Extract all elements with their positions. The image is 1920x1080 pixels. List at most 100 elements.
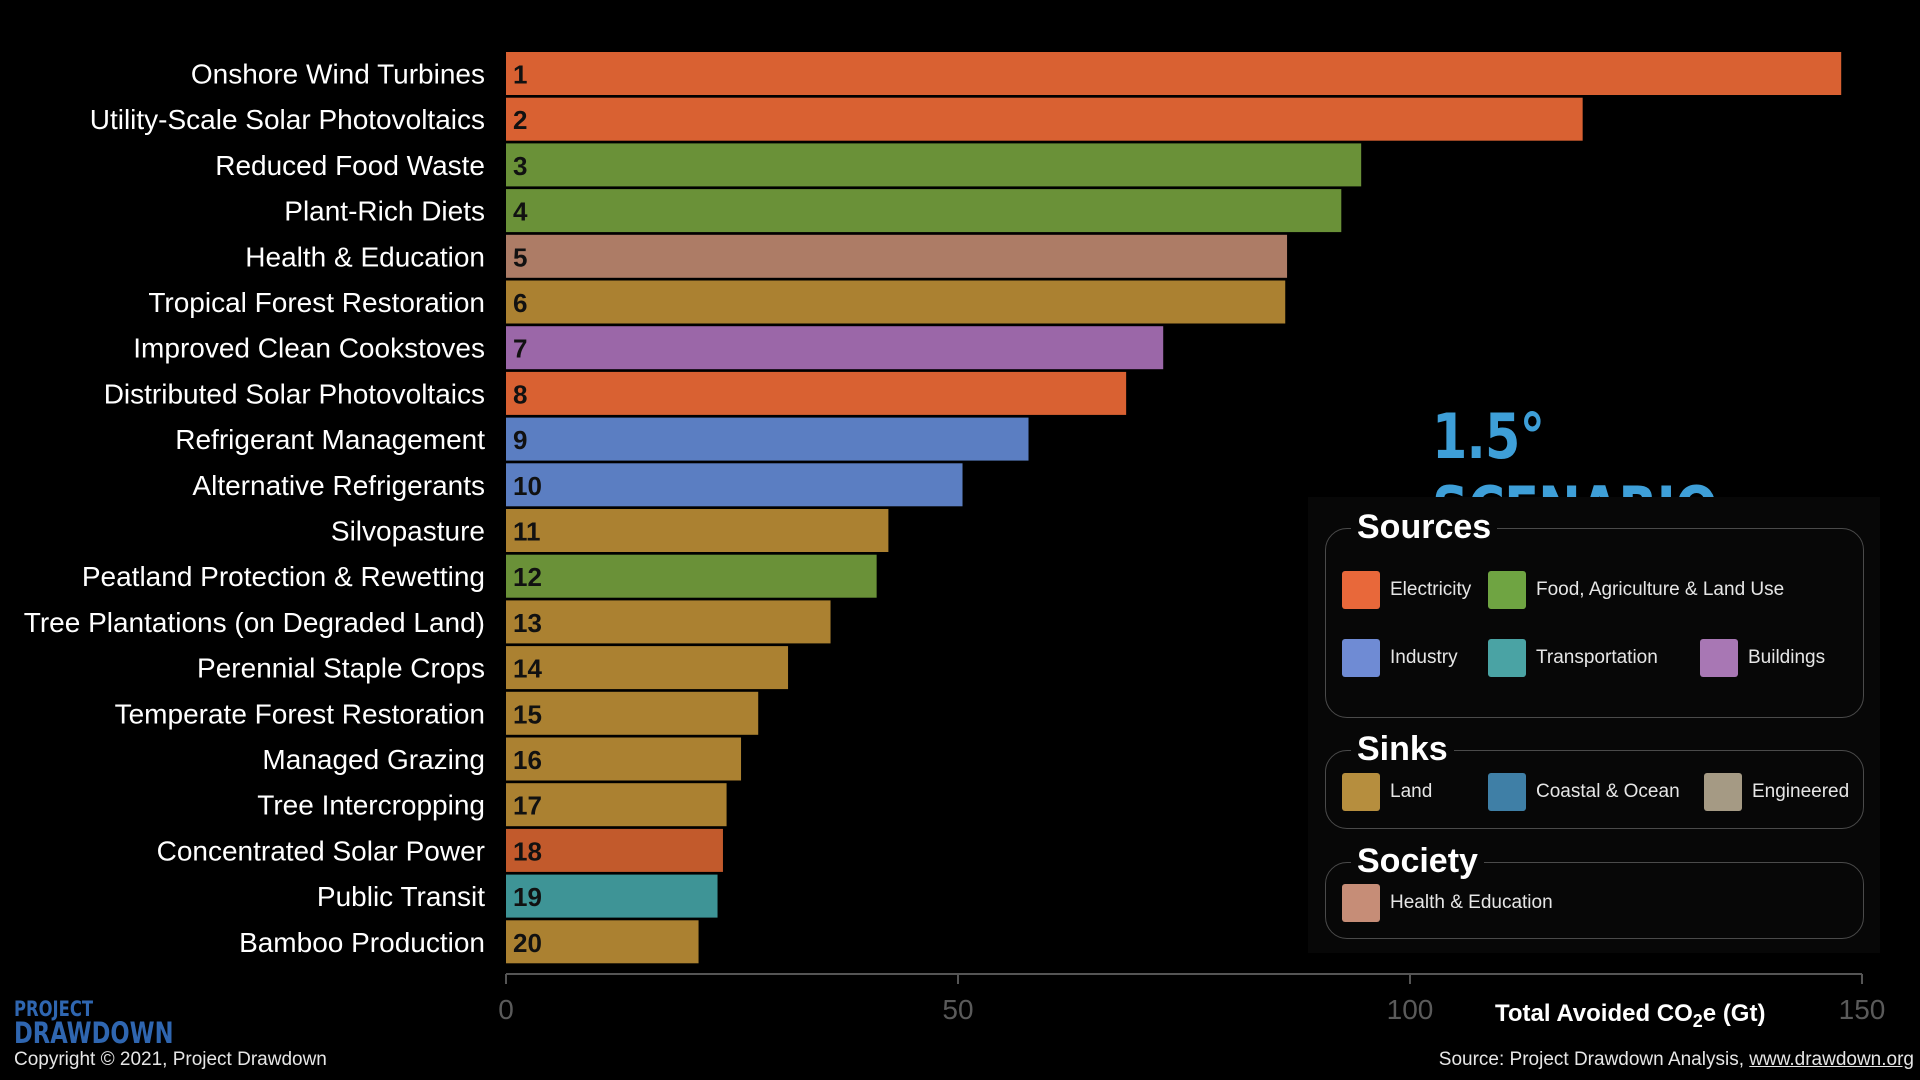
legend-label: Coastal & Ocean — [1536, 781, 1680, 802]
legend-label: Buildings — [1748, 647, 1826, 668]
legend-sinks-box — [1325, 750, 1864, 829]
rank-label: 13 — [513, 608, 542, 638]
bar — [506, 326, 1164, 370]
x-tick-label: 50 — [942, 994, 973, 1025]
x-tick-label: 0 — [498, 994, 514, 1025]
copyright-text: Copyright © 2021, Project Drawdown — [14, 1049, 327, 1070]
rank-label: 11 — [513, 517, 541, 547]
legend-item: Food, Agriculture & Land Use — [1488, 571, 1784, 609]
bar — [506, 600, 831, 644]
rank-label: 7 — [513, 334, 527, 364]
legend-swatch — [1342, 639, 1380, 677]
bar — [506, 463, 963, 507]
category-label: Distributed Solar Photovoltaics — [104, 378, 485, 409]
rank-label: 17 — [513, 791, 542, 821]
bar — [506, 371, 1127, 415]
category-label: Tree Intercropping — [257, 790, 485, 821]
legend-swatch — [1342, 884, 1380, 922]
category-label: Peatland Protection & Rewetting — [82, 561, 485, 592]
legend-label: Industry — [1390, 647, 1458, 668]
logo-project: PROJECT — [14, 997, 94, 1021]
rank-label: 2 — [513, 105, 527, 135]
bar — [506, 52, 1842, 95]
rank-label: 10 — [513, 471, 542, 501]
legend-society-box — [1325, 862, 1864, 939]
rank-label: 9 — [513, 425, 527, 455]
rank-label: 12 — [513, 562, 542, 592]
logo-drawdown: DRAWDOWN — [14, 1016, 174, 1050]
bar — [506, 417, 1029, 461]
rank-label: 18 — [513, 836, 542, 866]
category-label: Plant-Rich Diets — [284, 196, 485, 227]
source-link[interactable]: www.drawdown.org — [1749, 1049, 1914, 1070]
bar — [506, 874, 718, 918]
bar — [506, 280, 1286, 324]
category-label: Alternative Refrigerants — [192, 470, 485, 501]
legend-item: Engineered — [1704, 773, 1849, 811]
legend-item: Buildings — [1700, 639, 1825, 677]
legend-label: Transportation — [1536, 647, 1658, 668]
legend-label: Engineered — [1752, 781, 1850, 802]
legend-society-title: Society — [1351, 841, 1484, 881]
legend-swatch — [1700, 639, 1738, 677]
legend-item: Electricity — [1342, 571, 1471, 609]
bar — [506, 509, 889, 552]
category-label: Tropical Forest Restoration — [148, 287, 485, 318]
bar — [506, 554, 877, 598]
bar — [506, 646, 789, 690]
bar — [506, 234, 1288, 278]
category-label: Improved Clean Cookstoves — [133, 333, 485, 364]
bar — [506, 920, 699, 964]
rank-label: 3 — [513, 151, 527, 181]
category-label: Utility-Scale Solar Photovoltaics — [90, 104, 485, 135]
category-label: Reduced Food Waste — [215, 150, 485, 181]
rank-label: 8 — [513, 379, 527, 409]
category-label: Refrigerant Management — [175, 424, 485, 455]
category-label: Perennial Staple Crops — [197, 653, 485, 684]
bar — [506, 189, 1342, 233]
legend-item: Transportation — [1488, 639, 1658, 677]
category-label: Onshore Wind Turbines — [191, 59, 485, 90]
category-label: Public Transit — [317, 881, 485, 912]
legend-sources-title: Sources — [1351, 507, 1498, 547]
category-label: Tree Plantations (on Degraded Land) — [24, 607, 485, 638]
bar — [506, 691, 759, 735]
legend-sinks-title: Sinks — [1351, 729, 1454, 769]
bar — [506, 783, 727, 827]
x-axis: 0 50 100 150 — [498, 973, 1886, 1025]
bar — [506, 828, 723, 872]
category-label: Health & Education — [245, 241, 485, 272]
category-label: Concentrated Solar Power — [157, 835, 485, 866]
rank-label: 15 — [513, 699, 542, 729]
x-tick-label: 150 — [1839, 994, 1886, 1025]
legend-swatch — [1488, 773, 1526, 811]
category-label: Managed Grazing — [262, 744, 485, 775]
bar — [506, 97, 1583, 141]
bar — [506, 737, 742, 781]
legend-label: Health & Education — [1390, 892, 1553, 913]
rank-label: 1 — [513, 60, 527, 90]
legend-label: Electricity — [1390, 579, 1472, 600]
legend-swatch — [1342, 571, 1380, 609]
legend-sources-box — [1325, 528, 1864, 718]
category-label: Temperate Forest Restoration — [115, 698, 485, 729]
legend-item: Coastal & Ocean — [1488, 773, 1680, 811]
source-text: Source: Project Drawdown Analysis, www.d… — [1439, 1049, 1914, 1071]
bar-group: Onshore Wind Turbines 1 Utility-Scale Sola… — [24, 52, 1842, 964]
rank-label: 16 — [513, 745, 542, 775]
rank-label: 20 — [513, 928, 542, 958]
legend-item: Industry — [1342, 639, 1458, 677]
rank-label: 14 — [513, 654, 542, 684]
rank-label: 4 — [513, 197, 528, 227]
legend-swatch — [1704, 773, 1742, 811]
legend-label: Land — [1390, 781, 1433, 802]
legend-panel: Sources Electricity Food, Agriculture & L… — [1308, 497, 1880, 953]
x-tick-label: 100 — [1387, 994, 1434, 1025]
bar — [506, 143, 1362, 187]
category-label: Silvopasture — [331, 516, 485, 547]
legend-swatch — [1488, 639, 1526, 677]
rank-label: 5 — [513, 242, 527, 272]
category-label: Bamboo Production — [239, 927, 485, 958]
legend-swatch — [1488, 571, 1526, 609]
